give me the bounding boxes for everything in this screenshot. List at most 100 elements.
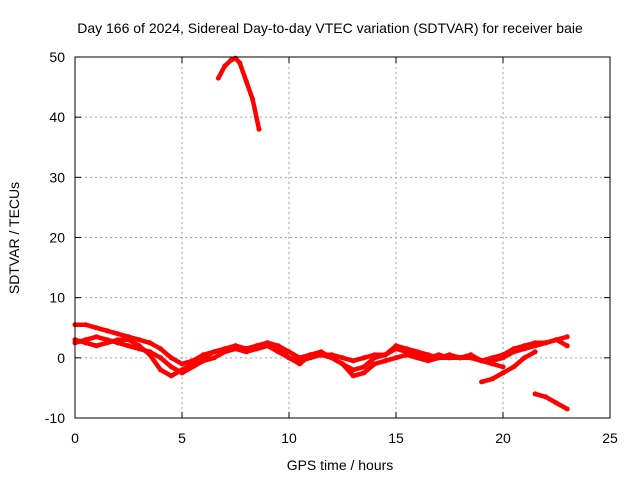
data-point: [93, 343, 99, 349]
data-point: [233, 55, 238, 61]
data-point: [115, 340, 121, 346]
data-point: [532, 391, 538, 397]
data-point: [265, 343, 271, 349]
data-point: [361, 364, 367, 370]
data-point: [168, 355, 174, 361]
data-point: [404, 346, 410, 352]
data-point: [93, 334, 99, 340]
data-point: [228, 57, 234, 63]
data-point: [382, 352, 388, 358]
series-line-track-f: [216, 55, 262, 132]
data-point: [500, 352, 506, 358]
data-point: [158, 355, 164, 361]
data-point: [543, 340, 549, 346]
data-point: [136, 346, 142, 352]
data-point: [393, 343, 399, 349]
data-point: [564, 334, 570, 340]
data-point: [532, 340, 538, 346]
data-point: [243, 78, 249, 84]
data-point: [457, 355, 463, 361]
data-point: [447, 355, 452, 361]
data-point: [436, 355, 442, 361]
data-point: [256, 126, 262, 132]
data-point: [147, 349, 153, 355]
data-point: [250, 96, 256, 102]
data-point: [361, 370, 367, 376]
data-point: [275, 343, 281, 349]
data-point: [286, 349, 292, 355]
data-point: [414, 349, 420, 355]
data-point: [237, 60, 243, 66]
data-point: [340, 355, 345, 361]
data-point: [500, 364, 506, 370]
data-point: [200, 352, 206, 358]
data-point: [329, 355, 335, 361]
x-tick-label: 25: [602, 430, 618, 446]
series-line-track-e: [532, 391, 570, 412]
data-point: [200, 358, 206, 364]
data-point: [521, 355, 527, 361]
y-tick-label: 10: [49, 290, 65, 306]
data-point: [350, 358, 356, 364]
data-point: [511, 364, 517, 370]
data-point: [233, 346, 238, 352]
x-tick-label: 20: [495, 430, 511, 446]
data-point: [104, 337, 110, 343]
data-point: [115, 331, 121, 337]
data-point: [564, 343, 570, 349]
data-point: [479, 379, 485, 385]
data-point: [168, 364, 174, 370]
data-point: [286, 355, 292, 361]
data-point: [168, 373, 174, 379]
data-point: [179, 370, 185, 376]
data-point: [179, 361, 185, 367]
data-point: [158, 346, 164, 352]
data-point: [136, 337, 142, 343]
data-point: [382, 358, 388, 364]
data-point: [532, 349, 538, 355]
chart-title: Day 166 of 2024, Sidereal Day-to-day VTE…: [77, 20, 583, 36]
data-point: [521, 343, 527, 349]
data-point: [361, 355, 367, 361]
data-point: [543, 394, 549, 400]
data-point: [554, 337, 559, 343]
data-point: [489, 361, 495, 367]
data-point: [275, 349, 281, 355]
data-point: [83, 322, 89, 328]
data-series: [72, 55, 570, 412]
data-point: [372, 361, 378, 367]
grid-lines: [75, 57, 610, 418]
data-point: [425, 352, 431, 358]
y-axis-label: SDTVAR / TECUs: [6, 182, 22, 294]
data-point: [215, 75, 221, 81]
x-tick-label: 5: [178, 430, 186, 446]
y-tick-label: 40: [49, 109, 65, 125]
x-tick-label: 0: [71, 430, 79, 446]
data-point: [404, 352, 410, 358]
data-point: [468, 355, 474, 361]
y-tick-label: 0: [57, 350, 65, 366]
data-point: [393, 355, 399, 361]
data-point: [104, 328, 110, 334]
x-tick-labels: 0 5 10 15 20 25: [71, 430, 618, 446]
data-point: [414, 355, 420, 361]
data-point: [500, 370, 506, 376]
y-tick-label: 30: [49, 169, 65, 185]
y-tick-label: 50: [49, 49, 65, 65]
x-axis-label: GPS time / hours: [287, 457, 394, 473]
data-point: [222, 63, 228, 69]
axis-ticks: [74, 56, 611, 419]
data-point: [489, 376, 495, 382]
data-point: [489, 355, 495, 361]
data-point: [93, 325, 99, 331]
data-point: [554, 400, 559, 406]
data-point: [254, 346, 260, 352]
data-point: [126, 343, 131, 349]
data-point: [158, 367, 164, 373]
data-point: [340, 361, 345, 367]
x-tick-label: 10: [281, 430, 297, 446]
data-point: [211, 349, 217, 355]
data-point: [147, 340, 153, 346]
data-point: [211, 355, 217, 361]
data-point: [564, 406, 570, 412]
